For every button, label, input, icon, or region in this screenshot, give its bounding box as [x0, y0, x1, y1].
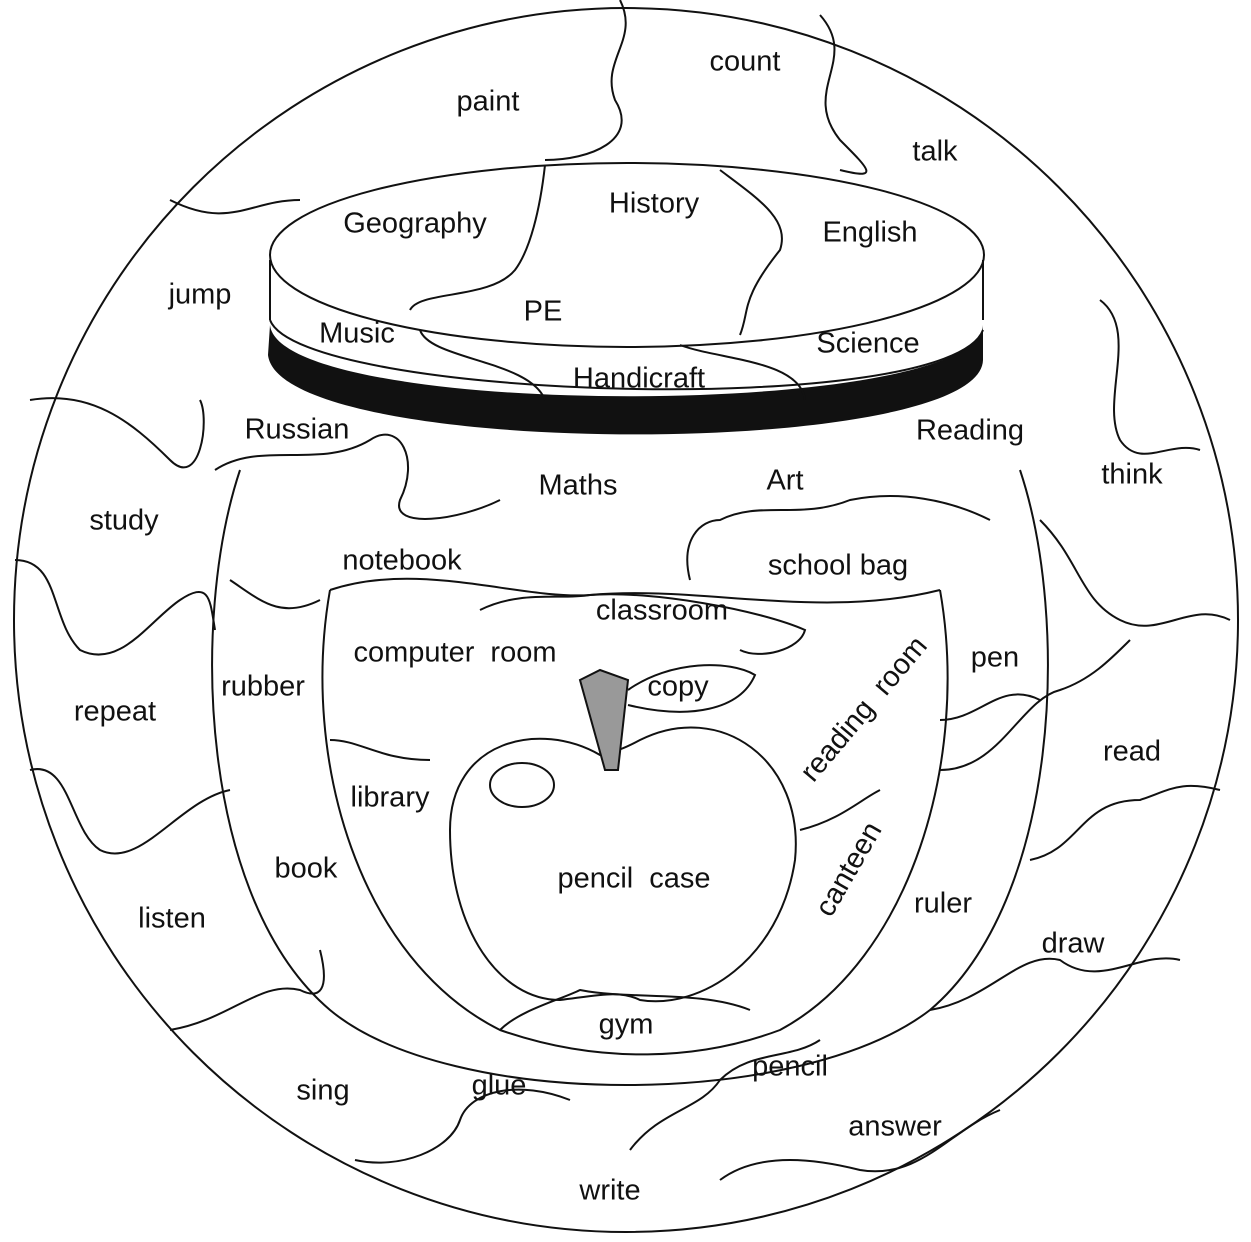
action-word: study — [89, 505, 159, 537]
room-word: library — [351, 782, 430, 814]
subject-word: Art — [766, 465, 803, 497]
room-word: pencil case — [557, 863, 710, 895]
labels: paint count talk jump think study repeat… — [74, 46, 1163, 1207]
action-word: write — [578, 1175, 640, 1207]
subject-word: Reading — [916, 415, 1024, 447]
action-word: think — [1101, 459, 1163, 491]
room-word: computer room — [353, 637, 556, 669]
thing-word: notebook — [342, 545, 462, 577]
subject-word: Russian — [245, 414, 350, 446]
action-word: sing — [296, 1075, 349, 1107]
subject-word: PE — [524, 296, 563, 328]
action-word: answer — [848, 1111, 942, 1143]
subject-word: Geography — [343, 208, 487, 240]
action-word: count — [710, 46, 781, 78]
room-word: canteen — [809, 817, 888, 922]
thing-word: school bag — [768, 550, 908, 582]
room-word: gym — [599, 1009, 654, 1041]
thing-word: rubber — [221, 671, 305, 703]
room-word: classroom — [596, 595, 728, 627]
action-word: listen — [138, 903, 206, 935]
subject-word: Science — [816, 328, 919, 360]
thing-word: book — [275, 853, 338, 885]
thing-word: pencil — [752, 1051, 828, 1083]
room-word: copy — [647, 671, 709, 703]
subject-word: Handicraft — [573, 363, 705, 395]
action-word: draw — [1042, 928, 1106, 960]
coloring-puzzle: paint count talk jump think study repeat… — [0, 0, 1251, 1242]
action-word: repeat — [74, 696, 156, 728]
action-word: read — [1103, 736, 1161, 768]
subject-word: Music — [319, 318, 395, 350]
subject-word: English — [822, 217, 917, 249]
thing-word: glue — [472, 1070, 527, 1102]
action-word: paint — [457, 86, 520, 118]
room-word: reading room — [794, 630, 933, 788]
thing-word: pen — [971, 642, 1019, 674]
thing-word: ruler — [914, 888, 972, 920]
subject-word: History — [609, 188, 700, 220]
subject-word: Maths — [539, 470, 618, 502]
action-word: talk — [912, 136, 958, 168]
action-word: jump — [168, 279, 232, 311]
